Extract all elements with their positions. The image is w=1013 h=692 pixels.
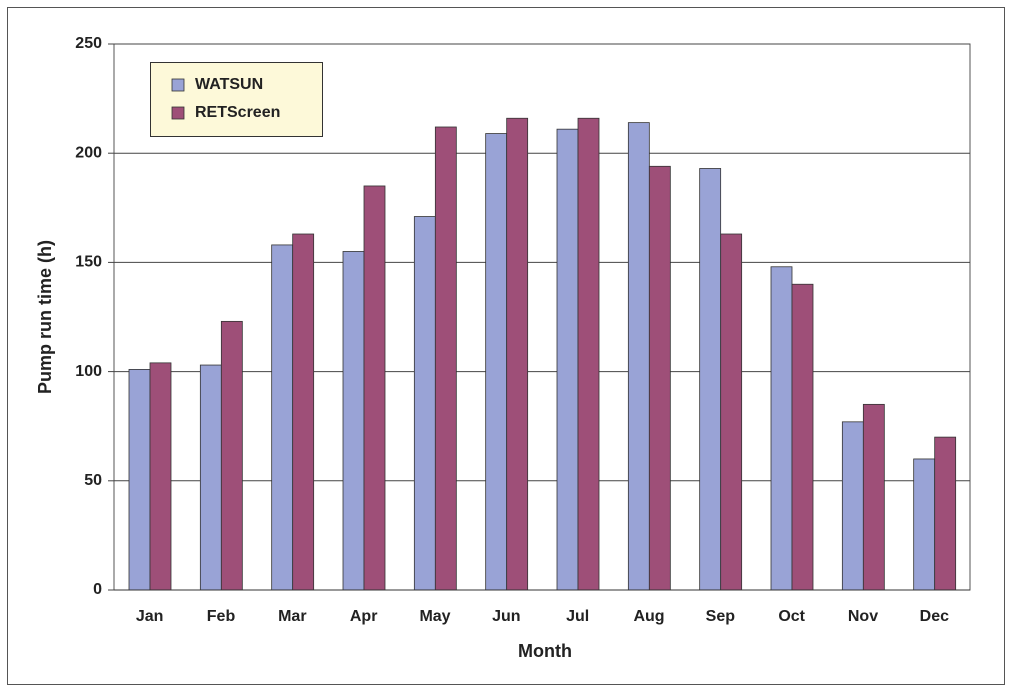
bar [485, 133, 508, 591]
bar [556, 128, 579, 591]
x-tick-label: Jan [136, 608, 164, 625]
bar [648, 165, 671, 591]
y-tick-label: 150 [75, 254, 102, 271]
y-tick-label: 200 [75, 144, 102, 161]
bar [128, 369, 151, 591]
bar [220, 320, 243, 591]
bar [770, 266, 793, 591]
bar [149, 362, 172, 591]
legend-swatch [171, 106, 185, 120]
x-axis-title: Month [518, 641, 572, 661]
x-tick-label: Aug [633, 608, 664, 625]
x-tick-label: Jul [566, 608, 589, 625]
x-tick-label: Jun [492, 608, 520, 625]
x-tick-label: Sep [706, 608, 736, 625]
x-tick-label: Dec [920, 608, 949, 625]
y-tick-label: 100 [75, 363, 102, 380]
legend-label: RETScreen [195, 104, 280, 121]
legend-box [150, 62, 323, 137]
x-tick-label: Mar [278, 608, 306, 625]
bar [699, 168, 722, 591]
bar [791, 283, 814, 591]
bar [271, 244, 294, 591]
bar [506, 117, 529, 591]
bar [292, 233, 315, 591]
x-tick-label: Apr [350, 608, 378, 625]
y-axis-title: Pump run time (h) [35, 240, 55, 394]
legend-label: WATSUN [195, 76, 263, 93]
legend-swatch [171, 78, 185, 92]
x-tick-label: Nov [848, 608, 878, 625]
bar [862, 403, 885, 591]
bar [720, 233, 743, 591]
x-tick-label: May [419, 608, 450, 625]
y-tick-label: 250 [75, 35, 102, 52]
x-tick-label: Oct [778, 608, 805, 625]
bar [434, 126, 457, 591]
y-tick-label: 0 [93, 581, 102, 598]
x-tick-label: Feb [207, 608, 236, 625]
bar [841, 421, 864, 591]
bar [342, 251, 365, 591]
y-tick-label: 50 [84, 472, 102, 489]
bar [199, 364, 222, 591]
bar [577, 117, 600, 591]
bar [627, 122, 650, 591]
bar [934, 436, 957, 591]
bar [363, 185, 386, 591]
bar [413, 216, 436, 591]
bar [913, 458, 936, 591]
